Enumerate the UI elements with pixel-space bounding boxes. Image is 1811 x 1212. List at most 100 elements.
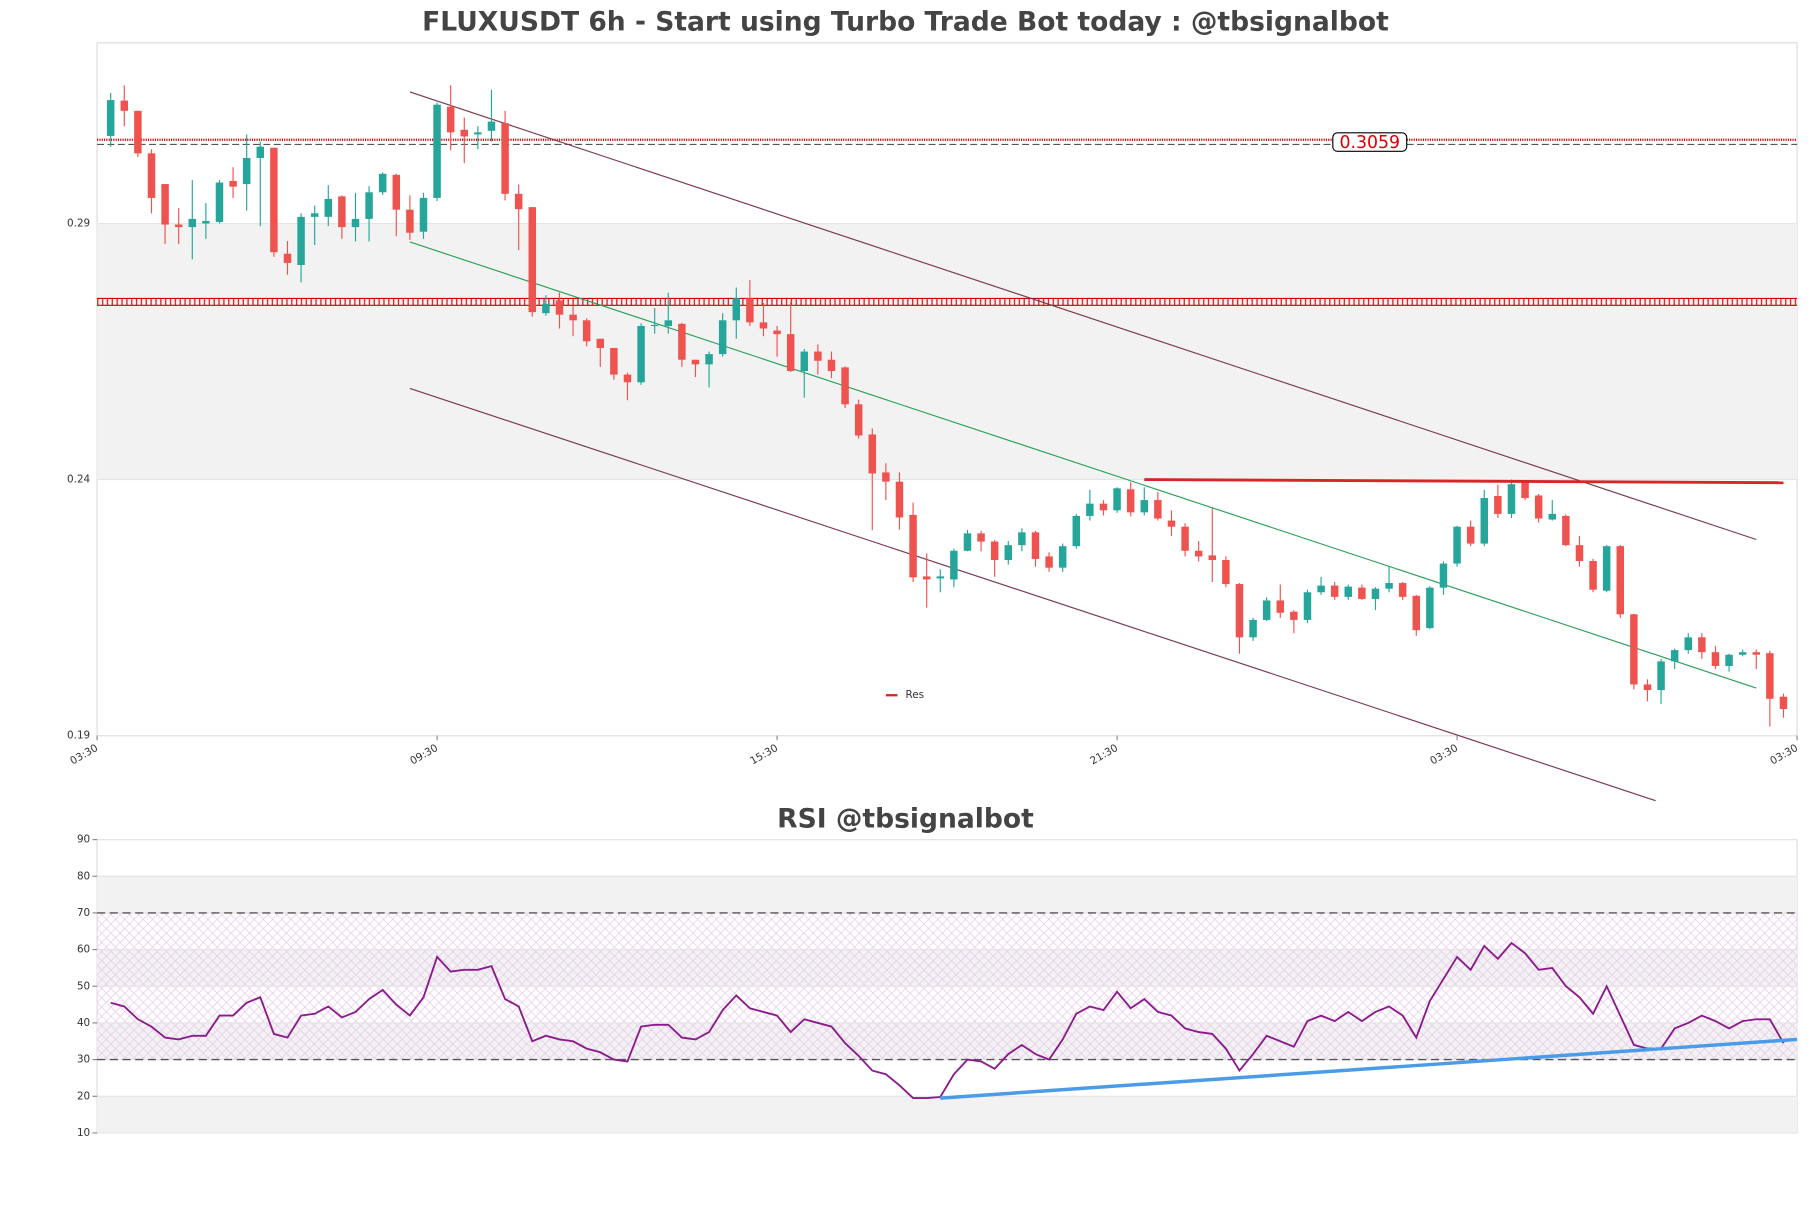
candle-body	[1113, 488, 1121, 511]
candle-body	[270, 147, 278, 253]
x-tick-label: 09:30	[408, 742, 440, 767]
candle-body	[1140, 500, 1149, 513]
candle-body	[1670, 650, 1679, 662]
candle-body	[229, 181, 237, 187]
candle-body	[1630, 614, 1638, 685]
candle-body	[678, 323, 686, 360]
candle-body	[1358, 587, 1366, 599]
candle-body	[555, 300, 564, 315]
candle-body	[1589, 561, 1597, 590]
candle-body	[1725, 654, 1733, 667]
candle-body	[1657, 661, 1665, 691]
candle-body	[963, 533, 972, 551]
candle-body	[1385, 583, 1393, 589]
candle-body	[1738, 652, 1747, 655]
candle-body	[242, 157, 251, 185]
y-tick-label: 0.24	[67, 474, 90, 486]
candle-body	[705, 354, 713, 365]
x-tick-label: 03:30	[68, 742, 100, 767]
candle-body	[827, 359, 836, 372]
candle-body	[1072, 515, 1081, 547]
candle-body	[1480, 498, 1489, 544]
candle-body	[1616, 546, 1625, 615]
candle-body	[1711, 652, 1720, 667]
level-tag-box	[1332, 132, 1408, 152]
x-tick-label: 15:30	[748, 742, 780, 767]
candle-body	[1521, 481, 1529, 499]
rsi-title: RSI @tbsignalbot	[777, 803, 1034, 834]
candle-body	[1235, 584, 1244, 638]
candle-body	[582, 320, 591, 342]
candle-body	[256, 146, 265, 158]
candle-body	[1303, 592, 1312, 620]
candle-body	[773, 330, 781, 335]
res-line	[1144, 478, 1784, 485]
candle-body	[106, 100, 115, 136]
y-tick-label: 40	[77, 1017, 90, 1029]
candle-body	[1058, 546, 1067, 568]
y-tick-label: 60	[77, 944, 90, 956]
candle-body	[1507, 484, 1516, 514]
candle-body	[718, 320, 727, 355]
candle-body	[174, 224, 183, 228]
candle-body	[895, 481, 904, 518]
candle-body	[922, 576, 931, 580]
x-tick-label: 03:30	[1768, 742, 1800, 767]
candle-body	[297, 216, 305, 265]
candle-body	[283, 253, 292, 263]
y-tick-label: 80	[77, 870, 90, 882]
rsi-line	[110, 941, 1785, 1100]
candle-body	[1086, 503, 1094, 516]
y-tick-label: 0.29	[67, 218, 90, 230]
shaded-band	[97, 876, 1798, 913]
y-tick-label: 30	[77, 1054, 90, 1066]
shaded-band	[97, 223, 1798, 480]
y-tick-label: 70	[77, 907, 90, 919]
candle-body	[623, 374, 632, 383]
legend-label: Res	[906, 689, 925, 701]
candle-body	[351, 218, 360, 228]
candle-body	[460, 129, 469, 137]
candle-body	[501, 123, 509, 194]
candle-body	[1045, 556, 1053, 568]
candle-body	[1684, 637, 1693, 651]
candle-body	[215, 182, 224, 222]
y-tick-label: 10	[77, 1127, 90, 1139]
candle-body	[1426, 587, 1434, 629]
candle-body	[120, 100, 129, 111]
candle-body	[514, 193, 523, 210]
shaded-band	[97, 1096, 1798, 1133]
candle-body	[977, 533, 985, 542]
candle-body	[1779, 696, 1788, 710]
candle-body	[854, 404, 863, 436]
candle-body	[474, 132, 482, 135]
candle-body	[814, 351, 822, 361]
candle-body	[936, 576, 945, 579]
candle-body	[1290, 611, 1298, 620]
candle-body	[1466, 526, 1475, 544]
candle-body	[1330, 585, 1339, 597]
candle-body	[487, 121, 496, 131]
y-tick-label: 20	[77, 1090, 90, 1102]
candle-body	[1344, 586, 1353, 597]
candle-body	[528, 207, 537, 313]
candle-body	[1031, 532, 1040, 559]
candle-body	[1371, 588, 1380, 599]
candle-body	[324, 198, 333, 217]
candle-body	[1439, 563, 1448, 588]
candle-body	[1562, 515, 1570, 546]
candle-body	[650, 324, 659, 327]
candle-body	[1167, 520, 1176, 527]
channel-line	[409, 387, 1656, 802]
candle-body	[542, 303, 550, 314]
candle-body	[338, 196, 346, 228]
candle-body	[1004, 545, 1013, 560]
candle-body	[1412, 595, 1421, 631]
candle-body	[1262, 600, 1271, 620]
channel-line	[409, 241, 1757, 689]
y-tick-label: 0.19	[67, 730, 90, 742]
candle-body	[1276, 600, 1285, 613]
candle-body	[1194, 550, 1203, 557]
candle-body	[1752, 652, 1761, 655]
candle-body	[786, 334, 795, 372]
